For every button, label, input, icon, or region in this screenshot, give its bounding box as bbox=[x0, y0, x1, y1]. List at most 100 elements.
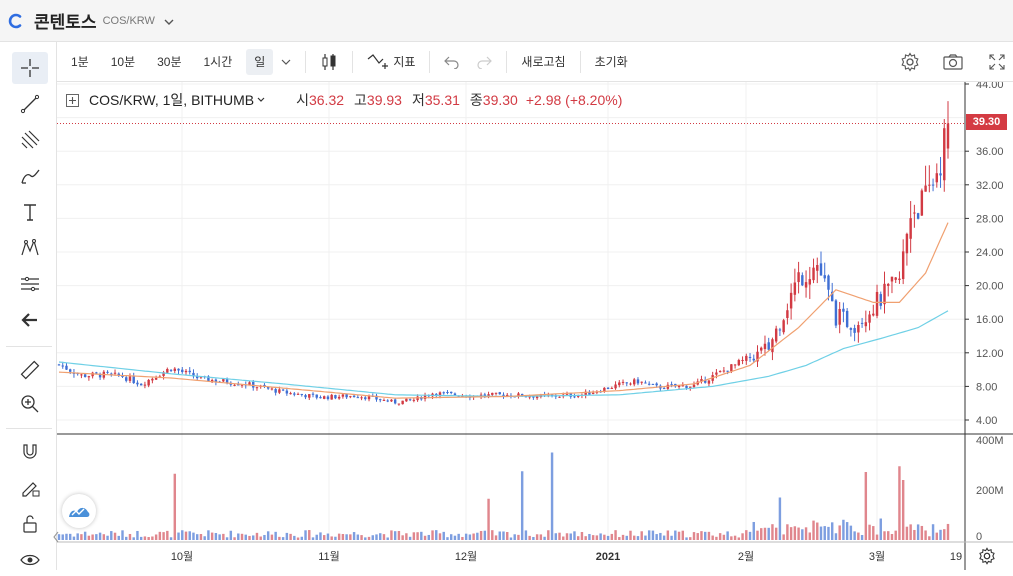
volume-bar bbox=[935, 532, 939, 540]
volume-bar bbox=[371, 535, 374, 540]
candle-body bbox=[920, 190, 924, 216]
undo-icon[interactable] bbox=[436, 49, 468, 75]
volume-bar bbox=[752, 521, 755, 540]
volume-bar bbox=[412, 532, 416, 540]
camera-icon[interactable] bbox=[937, 42, 969, 82]
volume-bar bbox=[80, 534, 83, 540]
unlock-icon[interactable] bbox=[12, 508, 48, 540]
volume-bar bbox=[823, 526, 826, 540]
lock-drawing-icon[interactable] bbox=[12, 472, 48, 504]
fullscreen-icon[interactable] bbox=[981, 42, 1013, 82]
volume-bar bbox=[491, 530, 494, 540]
volume-bar bbox=[565, 533, 569, 540]
candle-body bbox=[442, 392, 445, 394]
ruler-icon[interactable] bbox=[12, 354, 48, 386]
magnet-icon[interactable] bbox=[12, 436, 48, 468]
volume-bar bbox=[730, 536, 733, 540]
candle-body bbox=[214, 379, 218, 383]
axis-settings-gear-icon[interactable] bbox=[975, 544, 999, 568]
pattern-icon[interactable] bbox=[12, 232, 48, 264]
candle-body bbox=[606, 387, 610, 390]
candle-body bbox=[916, 213, 920, 219]
candle-body bbox=[576, 395, 580, 397]
candle-body bbox=[308, 394, 311, 398]
collapse-arrow-icon[interactable] bbox=[52, 530, 60, 546]
volume-bar bbox=[625, 535, 628, 540]
candle-body bbox=[393, 399, 397, 404]
candle-body bbox=[237, 384, 240, 386]
interval-day-button[interactable]: 일 bbox=[246, 48, 274, 75]
volume-bar bbox=[864, 472, 868, 540]
volume-bar bbox=[255, 532, 259, 540]
interval-10min-button[interactable]: 10분 bbox=[110, 55, 136, 69]
candle-body bbox=[946, 123, 950, 149]
candle-body bbox=[681, 385, 685, 387]
candle-body bbox=[939, 173, 942, 176]
volume-bar bbox=[281, 537, 285, 540]
volume-bar bbox=[184, 531, 188, 540]
legend-symbol[interactable]: COS/KRW, 1일, BITHUMB bbox=[89, 92, 255, 108]
refresh-button[interactable]: 새로고침 bbox=[521, 55, 566, 69]
candle-body bbox=[786, 310, 789, 318]
settings-gear-icon[interactable] bbox=[894, 42, 926, 82]
candle-body bbox=[405, 398, 408, 402]
eye-icon[interactable] bbox=[12, 544, 48, 576]
candle-body bbox=[517, 393, 520, 397]
volume-tick-label: 0 bbox=[976, 531, 982, 543]
candle-body bbox=[341, 394, 345, 397]
prediction-icon[interactable] bbox=[12, 268, 48, 300]
candle-type-icon[interactable] bbox=[312, 49, 346, 75]
candle-body bbox=[461, 395, 464, 398]
volume-bar bbox=[498, 531, 501, 540]
y-tick-label: 12.00 bbox=[976, 348, 1004, 360]
candle-body bbox=[685, 385, 688, 389]
volume-bar bbox=[707, 531, 711, 540]
expand-plus-icon[interactable] bbox=[66, 93, 79, 107]
volume-bar bbox=[322, 535, 326, 540]
volume-bar bbox=[890, 534, 894, 540]
candle-body bbox=[756, 351, 759, 362]
volume-bar bbox=[801, 529, 804, 540]
volume-tick-label: 400M bbox=[976, 435, 1004, 447]
volume-bar bbox=[110, 531, 113, 540]
chevron-down-icon[interactable] bbox=[163, 15, 175, 27]
volume-bar bbox=[83, 531, 87, 540]
interval-1hour-button[interactable]: 1시간 bbox=[203, 55, 233, 69]
interval-dropdown-icon[interactable] bbox=[273, 49, 299, 75]
candle-body bbox=[872, 313, 875, 316]
volume-bar bbox=[203, 536, 206, 540]
price-chart[interactable]: 44.00 36.00 32.00 28.00 24.00 20.00 16.00 12.00… bbox=[57, 82, 1013, 570]
volume-bar bbox=[532, 536, 535, 540]
y-tick-label: 4.00 bbox=[976, 415, 997, 427]
indicator-button[interactable]: 지표 bbox=[359, 49, 423, 75]
volume-bar bbox=[76, 533, 79, 540]
candle-body bbox=[207, 376, 210, 382]
symbol-chevron-icon[interactable] bbox=[256, 95, 266, 105]
brush-icon[interactable] bbox=[12, 160, 48, 192]
pitchfork-icon[interactable] bbox=[12, 124, 48, 156]
candle-body bbox=[689, 386, 692, 388]
zoom-in-icon[interactable] bbox=[12, 388, 48, 420]
text-tool-icon[interactable] bbox=[12, 196, 48, 228]
candle-body bbox=[625, 382, 628, 384]
candle-body bbox=[816, 265, 819, 271]
interval-30min-button[interactable]: 30분 bbox=[157, 55, 182, 69]
crosshair-icon[interactable] bbox=[12, 52, 48, 84]
back-arrow-icon[interactable] bbox=[12, 304, 48, 336]
interval-1min-button[interactable]: 1분 bbox=[71, 55, 89, 69]
redo-icon[interactable] bbox=[468, 49, 500, 75]
candle-body bbox=[853, 328, 856, 333]
volume-bar bbox=[539, 534, 543, 540]
volume-bar bbox=[304, 530, 307, 540]
trend-line-icon[interactable] bbox=[12, 88, 48, 120]
candle-body bbox=[804, 282, 808, 288]
candle-body bbox=[255, 387, 259, 389]
candle-body bbox=[498, 392, 501, 395]
candle-body bbox=[655, 383, 658, 386]
candle-body bbox=[408, 399, 412, 401]
reset-button[interactable]: 초기화 bbox=[594, 55, 628, 69]
contentos-logo-icon bbox=[6, 11, 26, 31]
candle-body bbox=[319, 397, 322, 399]
volume-bar bbox=[405, 533, 408, 540]
volume-bar bbox=[106, 535, 109, 540]
